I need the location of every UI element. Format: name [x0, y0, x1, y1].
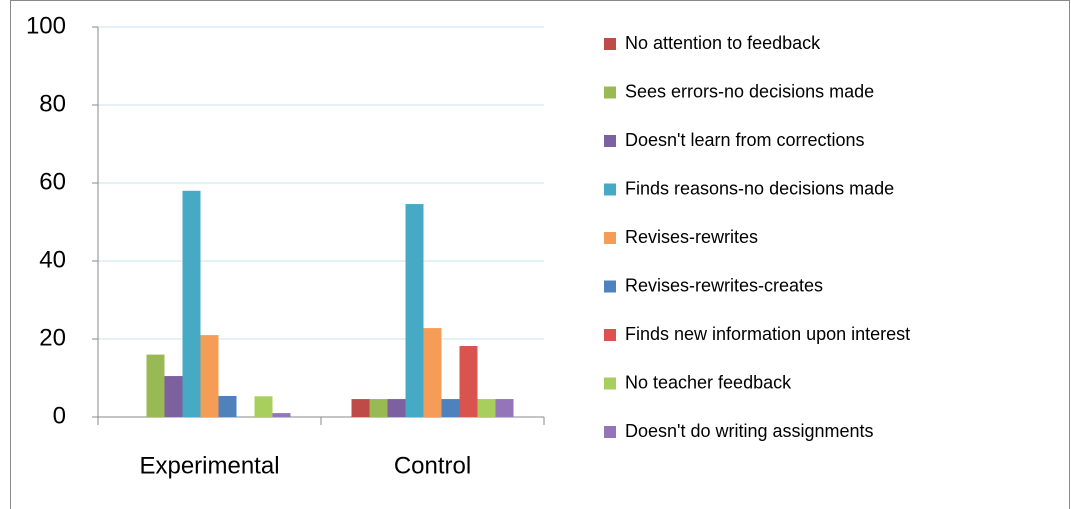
bar	[387, 399, 406, 417]
bar	[182, 190, 201, 417]
legend-label: Doesn't learn from corrections	[625, 130, 865, 150]
legend-label: No teacher feedback	[625, 372, 792, 392]
bar	[254, 396, 273, 417]
legend-label: No attention to feedback	[625, 33, 821, 53]
y-tick-label: 60	[39, 168, 66, 195]
legend-label: Doesn't do writing assignments	[625, 421, 874, 441]
y-tick-label: 0	[53, 402, 66, 429]
legend-swatch	[604, 232, 616, 244]
bar	[272, 413, 291, 417]
legend-label: Sees errors-no decisions made	[625, 81, 874, 101]
bar	[441, 399, 460, 417]
bar	[369, 399, 388, 417]
legend-swatch	[604, 280, 616, 293]
legend-label: Revises-rewrites-creates	[625, 275, 823, 295]
bar	[495, 399, 514, 417]
bar	[477, 399, 496, 417]
legend-swatch	[604, 377, 616, 390]
chart-frame	[10, 0, 1070, 509]
bar	[200, 335, 219, 417]
bar	[218, 395, 237, 417]
legend-swatch	[604, 86, 616, 99]
legend-label: Finds new information upon interest	[625, 324, 910, 344]
legend-swatch	[604, 426, 616, 438]
legend-label: Revises-rewrites	[625, 227, 758, 247]
y-tick-label: 20	[39, 324, 66, 351]
bar	[405, 204, 424, 417]
legend-swatch	[604, 38, 616, 50]
y-tick-label: 100	[26, 12, 66, 39]
legend-swatch	[604, 329, 616, 341]
y-tick-label: 40	[39, 246, 66, 273]
legend-swatch	[604, 135, 616, 147]
bar	[146, 354, 165, 417]
x-tick-label: Control	[394, 452, 471, 479]
x-tick-label: Experimental	[139, 452, 279, 479]
bar	[164, 376, 183, 417]
legend-label: Finds reasons-no decisions made	[625, 178, 894, 198]
bar	[423, 328, 442, 417]
legend-swatch	[604, 183, 616, 196]
bar	[351, 399, 370, 417]
y-tick-label: 80	[39, 90, 66, 117]
bar	[459, 346, 478, 417]
